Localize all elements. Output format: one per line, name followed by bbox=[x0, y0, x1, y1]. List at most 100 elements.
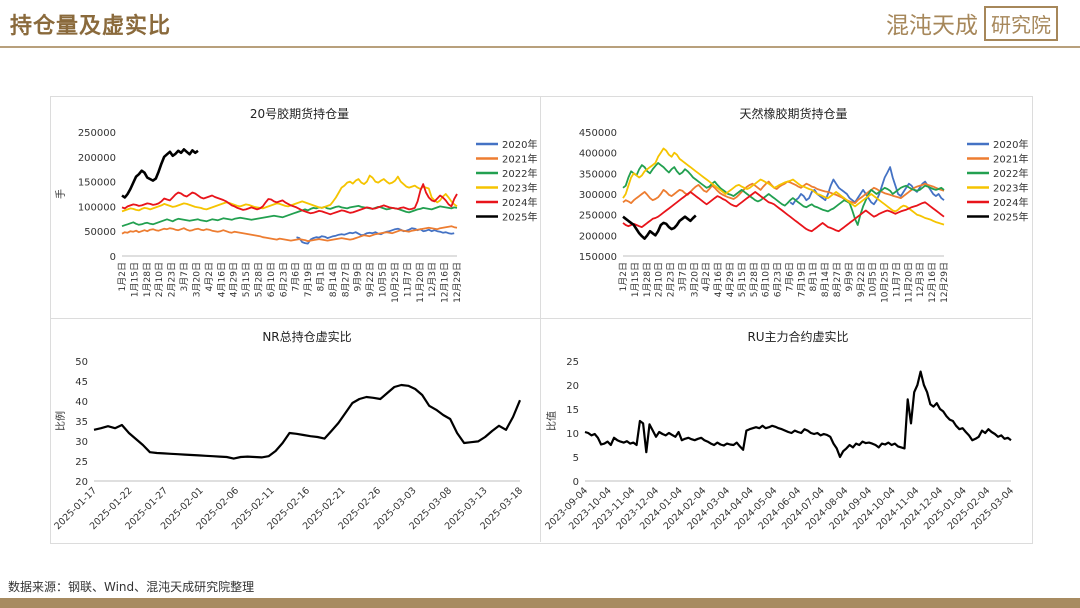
series-line-2023 bbox=[622, 147, 945, 226]
x-tick-label: 8月1日 bbox=[808, 262, 819, 291]
x-tick-label: 9月9日 bbox=[353, 262, 364, 291]
header: 持仓量及虚实比 混沌天成 研究院 bbox=[0, 0, 1080, 48]
y-tick-label: 250000 bbox=[579, 211, 617, 222]
panel-chart-ru-ratio: RU主力合约虚实比 0 5 10 15 20 25 比值 2023-09-04 2023-10-0… bbox=[541, 319, 1032, 542]
x-tick-label: 10月25日 bbox=[390, 262, 401, 303]
y-axis-label: 比值 bbox=[545, 411, 558, 431]
brand-name: 混沌天成 bbox=[886, 13, 978, 39]
x-tick-label: 4月16日 bbox=[713, 262, 724, 297]
legend-label: 2021年 bbox=[993, 153, 1028, 166]
source-note: 数据来源：钢联、Wind、混沌天成研究院整理 bbox=[8, 580, 255, 594]
x-tick-label: 1月2日 bbox=[618, 262, 629, 291]
x-tick-label: 12月29日 bbox=[452, 262, 463, 303]
series-line-NR bbox=[93, 383, 522, 460]
footer-bar bbox=[0, 598, 1080, 608]
chart-title: 20号胶期货持仓量 bbox=[250, 106, 349, 121]
legend-label: 2021年 bbox=[502, 153, 537, 166]
series-line-2023 bbox=[121, 174, 458, 213]
y-tick-label: 20 bbox=[75, 477, 88, 488]
brand-subname: 研究院 bbox=[984, 5, 1058, 41]
chart-title: 天然橡胶期货持仓量 bbox=[739, 106, 847, 121]
panel-chart-nr-open-interest: 20号胶期货持仓量 0 50000 100000 150000 200000 250000 手… bbox=[50, 96, 540, 318]
y-tick-label: 30 bbox=[75, 437, 88, 448]
x-tick-label: 8月14日 bbox=[328, 262, 339, 297]
x-tick-label: 2月10日 bbox=[654, 262, 665, 297]
x-tick-label: 5月28日 bbox=[253, 262, 264, 297]
x-tick-label: 9月9日 bbox=[844, 262, 855, 291]
page-title: 持仓量及虚实比 bbox=[10, 13, 172, 39]
y-tick-label: 200000 bbox=[579, 231, 617, 242]
legend-label: 2020年 bbox=[993, 138, 1028, 151]
x-tick-label: 8月27日 bbox=[832, 262, 843, 297]
x-tick-label: 1月28日 bbox=[642, 262, 653, 297]
x-tick-label: 2月23日 bbox=[167, 262, 178, 297]
x-tick-label: 12月16日 bbox=[440, 262, 451, 303]
series-line-2024 bbox=[622, 191, 945, 233]
series-line-2024 bbox=[121, 183, 458, 216]
y-tick-label: 400000 bbox=[579, 149, 617, 160]
x-tick-label: 3月20日 bbox=[191, 262, 202, 297]
x-tick-label: 11月20日 bbox=[415, 262, 426, 303]
y-tick-label: 20 bbox=[566, 381, 579, 392]
x-tick-label: 1月15日 bbox=[630, 262, 641, 297]
x-tick-label: 4月2日 bbox=[204, 262, 215, 291]
x-tick-label: 5月15日 bbox=[737, 262, 748, 297]
y-tick-label: 25 bbox=[75, 457, 88, 468]
y-tick-label: 350000 bbox=[579, 169, 617, 180]
chart-title: RU主力合约虚实比 bbox=[747, 329, 848, 344]
series-line-2025 bbox=[622, 214, 697, 240]
legend-label: 2024年 bbox=[502, 196, 537, 209]
x-tick-label: 11月7日 bbox=[891, 262, 902, 297]
y-axis-label: 比例 bbox=[54, 411, 67, 431]
x-tick-label: 2月10日 bbox=[154, 262, 165, 297]
y-tick-label: 50000 bbox=[84, 227, 116, 238]
series-line-2022 bbox=[121, 205, 458, 228]
panel-chart-nr-ratio: NR总持仓虚实比 20 25 30 35 40 45 50 比例 2025-01-17 2025-0… bbox=[50, 319, 540, 542]
legend-label: 2022年 bbox=[993, 167, 1028, 180]
x-tick-label: 1月15日 bbox=[129, 262, 140, 297]
legend-label: 2023年 bbox=[993, 182, 1028, 195]
y-tick-label: 450000 bbox=[579, 128, 617, 139]
legend-label: 2025年 bbox=[993, 211, 1028, 224]
x-tick-label: 4月29日 bbox=[725, 262, 736, 297]
x-tick-label: 9月22日 bbox=[856, 262, 867, 297]
x-tick-label: 7月6日 bbox=[291, 262, 302, 291]
y-tick-label: 0 bbox=[110, 252, 116, 263]
x-tick-label: 6月10日 bbox=[266, 262, 277, 297]
y-tick-label: 300000 bbox=[579, 190, 617, 201]
panel-chart-ru-open-interest: 天然橡胶期货持仓量 150000 200000 250000 300000 350000 4… bbox=[541, 96, 1032, 318]
y-tick-label: 250000 bbox=[78, 128, 116, 139]
x-tick-label: 7月19日 bbox=[303, 262, 314, 297]
y-tick-label: 35 bbox=[75, 417, 88, 428]
legend-label: 2020年 bbox=[502, 138, 537, 151]
x-tick-label: 8月27日 bbox=[340, 262, 351, 297]
series-line-2021 bbox=[121, 225, 458, 242]
chart-ru-ratio: RU主力合约虚实比0510152025比值2023-09-042023-10-0… bbox=[543, 329, 1016, 532]
x-tick-label: 6月23日 bbox=[773, 262, 784, 297]
y-tick-label: 150000 bbox=[78, 178, 116, 189]
y-tick-label: 45 bbox=[75, 377, 88, 388]
series-line-2025 bbox=[121, 148, 199, 199]
legend-label: 2025年 bbox=[502, 211, 537, 224]
x-tick-label: 10月5日 bbox=[378, 262, 389, 297]
x-tick-label: 6月10日 bbox=[761, 262, 772, 297]
legend-label: 2023年 bbox=[502, 182, 537, 195]
series-line-2022 bbox=[622, 162, 945, 226]
x-tick-label: 12月3日 bbox=[915, 262, 926, 297]
y-tick-label: 15 bbox=[566, 405, 579, 416]
x-tick-label: 11月7日 bbox=[402, 262, 413, 297]
x-tick-label: 12月29日 bbox=[939, 262, 950, 303]
series-line-2021 bbox=[622, 180, 945, 204]
x-tick-label: 1月2日 bbox=[117, 262, 128, 291]
x-tick-label: 10月25日 bbox=[880, 262, 891, 303]
x-tick-label: 9月22日 bbox=[365, 262, 376, 297]
x-tick-label: 8月1日 bbox=[316, 262, 327, 291]
chart-ru-open-interest: 天然橡胶期货持仓量 150000 200000 250000 300000 350000 4… bbox=[579, 106, 1029, 303]
x-tick-label: 3月20日 bbox=[689, 262, 700, 297]
y-tick-label: 50 bbox=[75, 357, 88, 368]
x-tick-label: 4月16日 bbox=[216, 262, 227, 297]
y-tick-label: 0 bbox=[573, 477, 579, 488]
x-tick-label: 3月7日 bbox=[677, 262, 688, 291]
y-tick-label: 200000 bbox=[78, 153, 116, 164]
x-tick-label: 11月20日 bbox=[903, 262, 914, 303]
